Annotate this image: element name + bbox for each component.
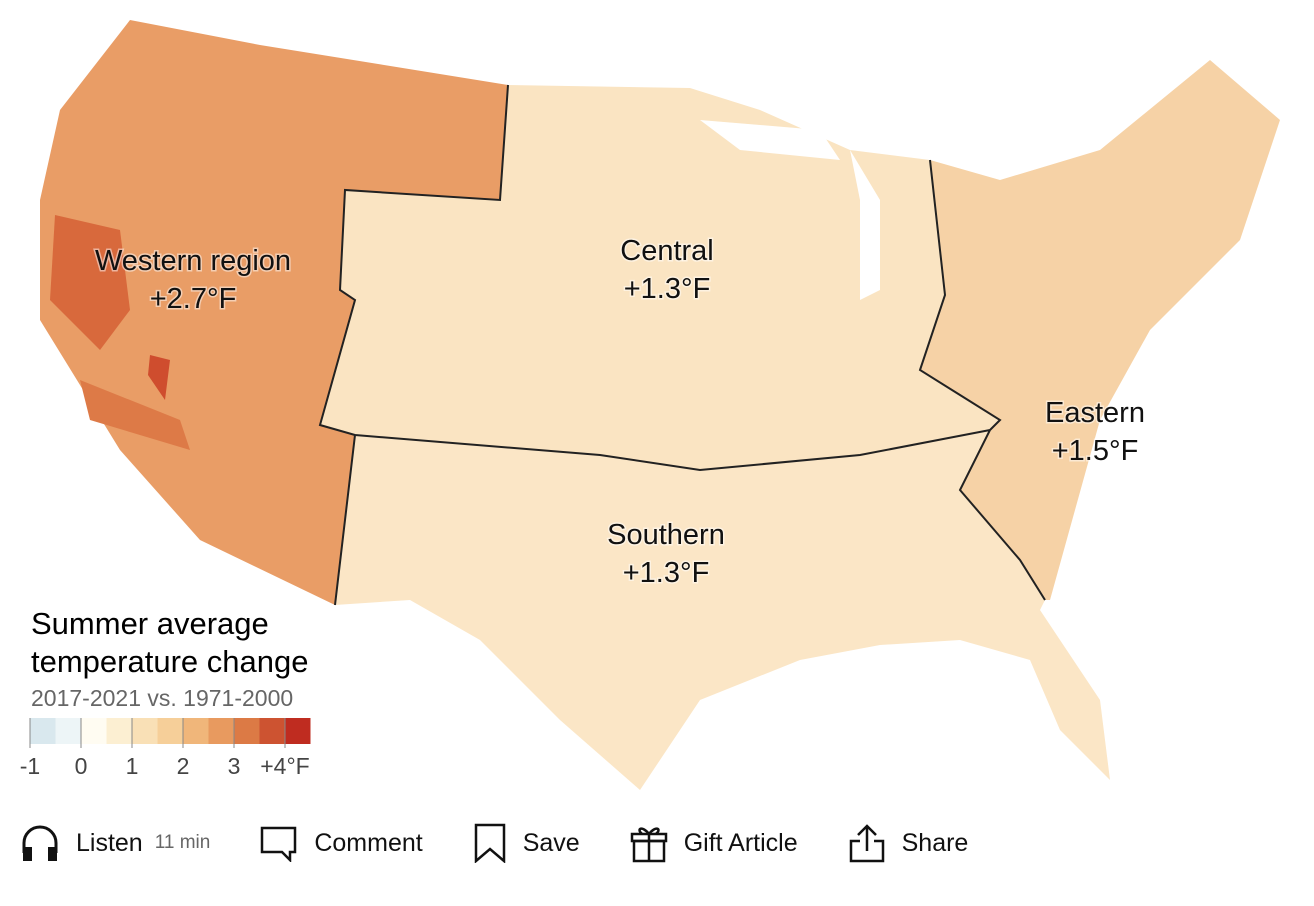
- region-name: Eastern: [1045, 397, 1145, 429]
- legend-swatch: [55, 718, 81, 744]
- share-button[interactable]: Share: [848, 823, 969, 863]
- save-label: Save: [522, 828, 580, 857]
- headphones-icon: [22, 825, 58, 861]
- legend-swatch: [132, 718, 158, 744]
- legend-tick-label: 1: [126, 753, 139, 779]
- hotspot: [50, 215, 130, 350]
- gift-icon: [630, 827, 667, 863]
- gift-label: Gift Article: [683, 828, 798, 857]
- region-change: +1.5°F: [1052, 435, 1139, 467]
- comment-label: Comment: [314, 828, 423, 857]
- save-icon: [474, 823, 505, 863]
- legend-subtitle: 2017-2021 vs. 1971-2000: [31, 685, 293, 711]
- legend: Summer average temperature change 2017-2…: [20, 606, 311, 779]
- legend-swatch: [30, 718, 56, 744]
- legend-swatch: [157, 718, 183, 744]
- listen-button[interactable]: Listen 11 min: [20, 823, 210, 863]
- legend-swatch: [285, 718, 311, 744]
- comment-icon: [261, 826, 297, 862]
- region-change: +2.7°F: [150, 283, 237, 315]
- legend-swatch: [106, 718, 132, 744]
- hotspot: [148, 355, 170, 400]
- region-name: Central: [620, 235, 714, 267]
- southern-region: [335, 430, 1110, 790]
- legend-title: Summer average: [31, 606, 269, 641]
- central-region: [320, 85, 1000, 470]
- legend-swatch: [234, 718, 260, 744]
- listen-time: 11 min: [154, 832, 211, 853]
- legend-tick-label: 0: [75, 753, 88, 779]
- region-name: Western region: [95, 245, 291, 277]
- gift-button[interactable]: Gift Article: [630, 823, 798, 863]
- share-icon: [849, 824, 884, 863]
- comment-button[interactable]: Comment: [260, 824, 423, 862]
- great-lakes: [700, 120, 880, 300]
- region-borders: [318, 84, 1046, 606]
- save-button[interactable]: Save: [473, 823, 580, 863]
- region-name: Southern: [607, 519, 725, 551]
- region-change: +1.3°F: [624, 273, 711, 305]
- hotspot: [80, 380, 190, 450]
- toolbar: Listen 11 min Comment Save Gift Article S…: [20, 818, 1018, 868]
- legend-title: temperature change: [31, 644, 308, 679]
- legend-swatch: [208, 718, 234, 744]
- eastern-region: [920, 60, 1280, 600]
- legend-swatch: [81, 718, 107, 744]
- legend-swatch: [183, 718, 209, 744]
- legend-tick-label: +4°F: [260, 753, 309, 779]
- legend-tick-label: -1: [20, 753, 40, 779]
- region-change: +1.3°F: [623, 557, 710, 589]
- map: Western region +2.7°F Central +1.3°F Sou…: [20, 20, 1280, 790]
- legend-tick-label: 3: [228, 753, 241, 779]
- western-region: [40, 20, 508, 605]
- listen-label: Listen: [76, 828, 143, 857]
- legend-swatch: [259, 718, 285, 744]
- legend-tick-label: 2: [177, 753, 190, 779]
- share-label: Share: [901, 828, 969, 857]
